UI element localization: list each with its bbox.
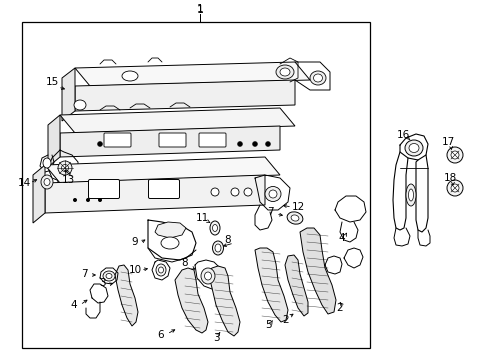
Ellipse shape bbox=[158, 267, 163, 273]
Text: 11: 11 bbox=[195, 213, 208, 223]
Text: 2: 2 bbox=[336, 303, 343, 313]
Text: 14: 14 bbox=[18, 178, 31, 188]
Ellipse shape bbox=[43, 158, 51, 168]
Polygon shape bbox=[75, 62, 309, 86]
Ellipse shape bbox=[156, 264, 165, 276]
Ellipse shape bbox=[44, 179, 50, 185]
Polygon shape bbox=[75, 80, 294, 111]
Ellipse shape bbox=[309, 71, 325, 85]
Text: 5: 5 bbox=[264, 320, 271, 330]
Ellipse shape bbox=[209, 221, 220, 235]
Text: 3: 3 bbox=[212, 333, 219, 343]
Ellipse shape bbox=[212, 225, 217, 231]
Text: 7: 7 bbox=[266, 207, 273, 217]
Circle shape bbox=[97, 141, 102, 147]
Polygon shape bbox=[45, 157, 280, 183]
Polygon shape bbox=[207, 266, 240, 336]
Circle shape bbox=[265, 141, 270, 147]
Ellipse shape bbox=[204, 272, 211, 280]
Circle shape bbox=[450, 151, 458, 159]
Circle shape bbox=[450, 184, 458, 192]
Ellipse shape bbox=[264, 186, 281, 202]
Ellipse shape bbox=[313, 74, 322, 82]
Ellipse shape bbox=[201, 268, 215, 284]
Circle shape bbox=[446, 147, 462, 163]
Text: 1: 1 bbox=[196, 4, 203, 14]
FancyBboxPatch shape bbox=[104, 133, 131, 147]
Text: 6: 6 bbox=[157, 330, 164, 340]
Polygon shape bbox=[60, 126, 280, 157]
Circle shape bbox=[73, 198, 77, 202]
Text: 8: 8 bbox=[224, 235, 231, 245]
Ellipse shape bbox=[61, 165, 68, 171]
Polygon shape bbox=[285, 255, 307, 316]
Ellipse shape bbox=[212, 241, 223, 255]
Ellipse shape bbox=[405, 184, 415, 206]
Ellipse shape bbox=[122, 71, 138, 81]
Text: 16: 16 bbox=[396, 130, 409, 140]
Ellipse shape bbox=[286, 212, 302, 224]
Polygon shape bbox=[62, 68, 75, 121]
Ellipse shape bbox=[275, 65, 293, 79]
Circle shape bbox=[446, 180, 462, 196]
Polygon shape bbox=[115, 265, 138, 326]
Ellipse shape bbox=[161, 237, 179, 249]
Polygon shape bbox=[45, 175, 264, 213]
Text: 9: 9 bbox=[131, 237, 138, 247]
Ellipse shape bbox=[103, 271, 115, 281]
Text: 4: 4 bbox=[338, 233, 345, 243]
Text: 12: 12 bbox=[291, 202, 304, 212]
Ellipse shape bbox=[408, 144, 418, 153]
Ellipse shape bbox=[404, 140, 422, 156]
FancyBboxPatch shape bbox=[88, 180, 119, 198]
Circle shape bbox=[98, 198, 102, 202]
Circle shape bbox=[210, 188, 219, 196]
Polygon shape bbox=[299, 228, 335, 314]
Text: 3: 3 bbox=[99, 278, 105, 288]
Ellipse shape bbox=[407, 189, 413, 201]
Circle shape bbox=[86, 198, 90, 202]
Ellipse shape bbox=[106, 274, 112, 279]
Polygon shape bbox=[175, 268, 207, 333]
Text: 17: 17 bbox=[441, 137, 454, 147]
Polygon shape bbox=[155, 222, 185, 238]
FancyBboxPatch shape bbox=[159, 133, 185, 147]
FancyBboxPatch shape bbox=[148, 180, 179, 198]
Circle shape bbox=[237, 141, 242, 147]
Text: 10: 10 bbox=[128, 265, 141, 275]
Text: 13: 13 bbox=[61, 175, 75, 185]
Polygon shape bbox=[60, 108, 294, 133]
Polygon shape bbox=[254, 248, 287, 322]
Circle shape bbox=[230, 188, 239, 196]
Ellipse shape bbox=[74, 100, 86, 110]
Ellipse shape bbox=[268, 190, 276, 198]
Ellipse shape bbox=[290, 215, 298, 221]
Polygon shape bbox=[48, 115, 60, 167]
Text: 2: 2 bbox=[282, 315, 289, 325]
Text: 8: 8 bbox=[182, 258, 188, 268]
Text: 4: 4 bbox=[71, 300, 77, 310]
Text: 15: 15 bbox=[45, 77, 59, 87]
Ellipse shape bbox=[280, 68, 289, 76]
Circle shape bbox=[252, 141, 257, 147]
Circle shape bbox=[244, 188, 251, 196]
Text: 18: 18 bbox=[443, 173, 456, 183]
Ellipse shape bbox=[58, 161, 72, 175]
Bar bbox=[22, 22, 369, 348]
FancyBboxPatch shape bbox=[199, 133, 225, 147]
Polygon shape bbox=[33, 165, 45, 223]
Ellipse shape bbox=[41, 175, 53, 189]
Text: 1: 1 bbox=[196, 5, 203, 15]
Text: 7: 7 bbox=[81, 269, 87, 279]
Ellipse shape bbox=[215, 244, 221, 252]
